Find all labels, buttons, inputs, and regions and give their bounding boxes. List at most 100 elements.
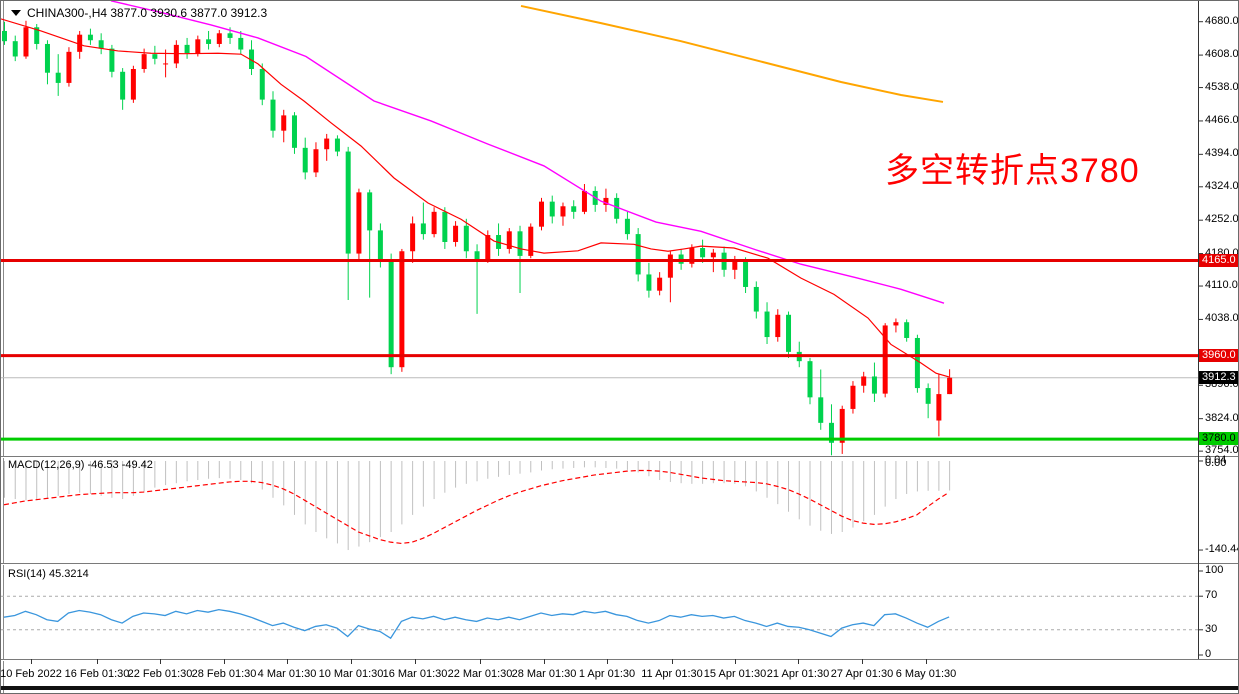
candle-body xyxy=(66,51,72,83)
time-axis-label: 4 Mar 01:30 xyxy=(257,668,317,680)
time-axis-label: 11 Apr 01:30 xyxy=(641,668,703,680)
candle-body xyxy=(399,251,405,368)
chevron-down-icon[interactable] xyxy=(11,10,21,16)
candle-body xyxy=(850,385,856,409)
price-axis-label: 4608.0 xyxy=(1205,48,1239,61)
rsi-axis-label: 70 xyxy=(1205,589,1218,602)
time-axis-label: 22 Feb 01:30 xyxy=(127,668,193,680)
candle-body xyxy=(420,223,426,235)
chart-annotation-text[interactable]: 多空转折点3780 xyxy=(885,152,1140,190)
price-badge: 3960.0 xyxy=(1199,348,1238,362)
candle-body xyxy=(786,314,792,352)
rsi-axis-label: 30 xyxy=(1205,622,1218,635)
candle-body xyxy=(657,277,663,291)
macd-indicator-label: MACD(12,26,9) -46.53 -49.42 xyxy=(8,459,153,471)
time-axis-label: 10 Mar 01:30 xyxy=(318,668,384,680)
candle-body xyxy=(184,44,190,54)
price-axis-label: 4038.0 xyxy=(1205,312,1239,325)
ma-mid-magenta-line xyxy=(110,1,945,304)
candle-body xyxy=(98,40,104,49)
price-axis-label: 4680.0 xyxy=(1205,14,1239,27)
candle-body xyxy=(291,115,297,148)
candle-body xyxy=(302,147,308,173)
candle-body xyxy=(775,314,781,338)
candle-body xyxy=(34,27,40,44)
candle-body xyxy=(206,39,212,44)
candle-body xyxy=(485,235,491,261)
price-axis-label: 3754.0 xyxy=(1205,444,1239,457)
candle-body xyxy=(44,43,50,73)
candle-body xyxy=(528,226,534,256)
candle-body xyxy=(87,34,93,41)
macd-signal-line xyxy=(3,469,950,545)
macd-axis-label: -140.44 xyxy=(1205,543,1239,556)
symbol-title-bar[interactable]: CHINA300-,H4 3877.0 3930.6 3877.0 3912.3 xyxy=(9,5,267,21)
candle-body xyxy=(936,394,942,421)
candle-body xyxy=(130,69,136,100)
macd-axis-label: 0.00 xyxy=(1205,457,1227,469)
candle-body xyxy=(667,254,673,278)
price-axis-label: 4324.0 xyxy=(1205,179,1239,192)
candle-body xyxy=(249,49,255,70)
rsi-axis-label: 100 xyxy=(1205,564,1224,576)
candle-body xyxy=(517,231,523,256)
ma-long-orange-line xyxy=(520,4,944,103)
rsi-indicator-label: RSI(14) 45.3214 xyxy=(8,568,89,580)
candle-body xyxy=(871,376,877,394)
candle-body xyxy=(141,54,147,70)
candle-body xyxy=(356,192,362,254)
time-axis-label: 16 Feb 01:30 xyxy=(64,668,130,680)
candle-body xyxy=(603,197,609,205)
candle-body xyxy=(324,138,330,150)
candle-body xyxy=(281,115,287,131)
candle-body xyxy=(732,260,738,270)
bottom-divider-bar xyxy=(1,686,1238,690)
candle-body xyxy=(549,201,555,217)
candle-body xyxy=(270,99,276,131)
macd-axis-label: 0.04 xyxy=(1205,453,1227,466)
candle-body xyxy=(474,251,480,261)
candle-body xyxy=(743,260,749,287)
time-axis-label: 21 Apr 01:30 xyxy=(766,668,830,680)
time-axis-label: 27 Apr 01:30 xyxy=(830,668,894,680)
window-left-border xyxy=(3,1,4,693)
candle-body xyxy=(624,218,630,235)
time-axis-label: 16 Mar 01:30 xyxy=(382,668,448,680)
candle-body xyxy=(120,71,126,100)
price-axis-label: 4252.0 xyxy=(1205,213,1239,226)
candle-body xyxy=(453,225,459,242)
candle-body xyxy=(152,54,158,59)
price-axis-label: 3824.0 xyxy=(1205,411,1239,424)
candle-body xyxy=(238,37,244,50)
price-axis-label: 4466.0 xyxy=(1205,113,1239,126)
candle-body xyxy=(818,397,824,423)
candle-body xyxy=(23,27,29,57)
candle-body xyxy=(195,39,201,54)
candle-body xyxy=(764,311,770,338)
candle-body xyxy=(431,211,437,235)
candle-body xyxy=(12,41,18,57)
candle-body xyxy=(710,252,716,258)
candle-body xyxy=(839,408,845,443)
candle-body xyxy=(345,151,351,254)
candle-body xyxy=(442,211,448,242)
candle-body xyxy=(2,30,7,42)
candle-body xyxy=(377,230,383,261)
time-axis-label: 6 May 01:30 xyxy=(895,668,957,680)
candle-body xyxy=(410,223,416,252)
candle-body xyxy=(646,274,652,291)
time-axis-label: 10 Feb 2022 xyxy=(0,668,62,680)
candle-body xyxy=(807,361,813,398)
candle-body xyxy=(914,337,920,389)
candle-body xyxy=(259,69,265,100)
price-axis-label: 4394.0 xyxy=(1205,147,1239,160)
candle-body xyxy=(367,192,373,231)
candle-body xyxy=(904,322,910,338)
candle-body xyxy=(571,206,577,212)
ma-fast-red-line xyxy=(1,18,950,378)
candle-body xyxy=(700,248,706,258)
candle-body xyxy=(861,376,867,386)
rsi-line xyxy=(3,608,950,640)
candle-body xyxy=(227,33,233,38)
